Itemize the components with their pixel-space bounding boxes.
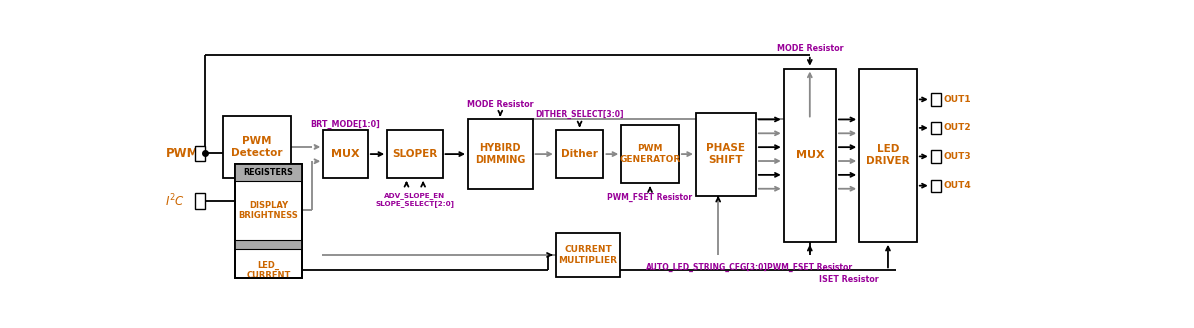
Text: $I^2C$: $I^2C$ xyxy=(165,193,185,209)
Text: REGISTERS: REGISTERS xyxy=(244,168,294,177)
Bar xyxy=(555,130,603,178)
Bar xyxy=(555,233,621,277)
Bar xyxy=(696,113,756,196)
Text: ISET Resistor: ISET Resistor xyxy=(819,275,879,284)
Bar xyxy=(195,146,205,161)
Text: LED
DRIVER: LED DRIVER xyxy=(866,144,910,166)
Text: HYBIRD
DIMMING: HYBIRD DIMMING xyxy=(475,143,525,165)
Text: CURRENT
MULTIPLIER: CURRENT MULTIPLIER xyxy=(559,245,617,265)
Text: SLOPER: SLOPER xyxy=(392,149,437,159)
Text: Dither: Dither xyxy=(561,149,598,159)
Text: PWM_FSET Resistor: PWM_FSET Resistor xyxy=(608,193,693,202)
Text: MODE Resistor: MODE Resistor xyxy=(776,44,843,53)
Text: AUTO_LED_STRING_CFG[3:0]: AUTO_LED_STRING_CFG[3:0] xyxy=(646,263,768,272)
Text: DITHER_SELECT[3:0]: DITHER_SELECT[3:0] xyxy=(535,110,623,119)
Bar xyxy=(235,239,302,249)
Bar xyxy=(860,69,917,242)
Text: PWM
GENERATOR: PWM GENERATOR xyxy=(620,144,681,164)
Text: OUT1: OUT1 xyxy=(943,95,971,104)
Bar xyxy=(468,119,533,189)
Text: OUT3: OUT3 xyxy=(943,152,971,161)
Text: PWM
Detector: PWM Detector xyxy=(232,136,283,158)
Bar xyxy=(930,122,942,134)
Text: MUX: MUX xyxy=(331,149,359,159)
Text: MUX: MUX xyxy=(795,150,824,160)
Text: PWM: PWM xyxy=(166,147,199,160)
Bar xyxy=(223,116,291,178)
Bar xyxy=(235,164,302,181)
Bar xyxy=(235,164,302,278)
Text: PWM_FSET Resistor: PWM_FSET Resistor xyxy=(768,263,853,272)
Bar xyxy=(621,125,679,183)
Bar xyxy=(324,130,368,178)
Bar xyxy=(930,179,942,192)
Text: BRT_MODE[1:0]: BRT_MODE[1:0] xyxy=(310,119,381,129)
Bar xyxy=(235,164,302,278)
Text: OUT2: OUT2 xyxy=(943,123,971,133)
Text: PHASE
SHIFT: PHASE SHIFT xyxy=(707,143,745,165)
Text: DISPLAY
BRIGHTNESS: DISPLAY BRIGHTNESS xyxy=(239,201,298,220)
Text: ADV_SLOPE_EN
SLOPE_SELECT[2:0]: ADV_SLOPE_EN SLOPE_SELECT[2:0] xyxy=(375,192,454,207)
Text: MODE Resistor: MODE Resistor xyxy=(467,99,534,109)
Text: OUT4: OUT4 xyxy=(943,181,971,190)
Text: LED_
CURRENT: LED_ CURRENT xyxy=(246,260,290,280)
Bar xyxy=(195,194,205,209)
Bar xyxy=(387,130,443,178)
Bar xyxy=(930,150,942,163)
Bar xyxy=(783,69,836,242)
Bar xyxy=(930,93,942,106)
